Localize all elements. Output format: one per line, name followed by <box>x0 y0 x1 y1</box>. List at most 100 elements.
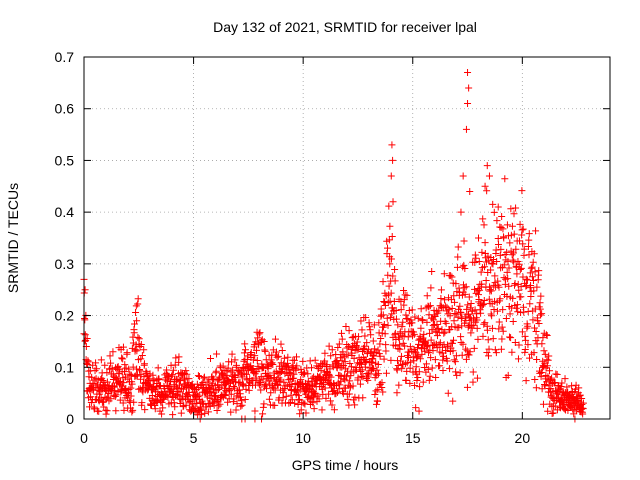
x-tick-label: 0 <box>80 430 88 446</box>
data-point <box>297 406 305 414</box>
data-point <box>251 352 259 360</box>
data-point <box>148 391 156 399</box>
data-point <box>509 256 517 264</box>
data-point <box>382 369 390 377</box>
data-point <box>291 399 299 407</box>
data-point <box>532 327 540 335</box>
data-point <box>189 400 197 408</box>
data-point <box>358 326 366 334</box>
data-point <box>564 407 572 415</box>
data-point <box>83 334 91 342</box>
data-point <box>525 251 533 259</box>
data-point <box>127 384 135 392</box>
data-point <box>387 356 395 364</box>
data-point <box>546 367 554 375</box>
data-point <box>241 346 249 354</box>
data-point <box>475 234 482 242</box>
data-point <box>243 356 251 364</box>
data-point <box>529 258 537 266</box>
data-point <box>541 350 549 358</box>
data-point <box>119 355 127 363</box>
data-point <box>288 363 296 371</box>
data-point <box>402 377 410 385</box>
data-point <box>551 402 559 410</box>
data-point <box>200 373 208 381</box>
data-point <box>379 278 387 286</box>
data-point <box>414 314 422 322</box>
data-point <box>261 346 269 354</box>
data-point <box>82 336 90 344</box>
data-point <box>274 381 282 389</box>
data-point <box>520 308 528 316</box>
data-point <box>451 309 459 317</box>
data-point <box>470 344 478 352</box>
data-point <box>349 382 357 390</box>
data-point <box>346 359 354 367</box>
data-point <box>488 312 496 320</box>
data-point <box>377 334 385 342</box>
data-point <box>531 268 539 276</box>
data-point <box>440 270 448 278</box>
data-point <box>265 395 273 403</box>
data-point <box>518 226 526 234</box>
data-point <box>473 374 481 382</box>
data-point <box>524 242 532 250</box>
data-point <box>484 336 492 344</box>
data-point <box>489 200 497 208</box>
data-point <box>290 370 298 378</box>
data-point <box>195 392 203 400</box>
data-point <box>128 408 136 416</box>
data-point <box>488 324 496 332</box>
data-point <box>493 217 501 225</box>
data-point <box>318 385 326 393</box>
data-point <box>384 244 392 252</box>
data-point <box>578 394 586 402</box>
data-point <box>343 344 351 352</box>
data-point <box>266 371 274 379</box>
data-point <box>476 306 484 314</box>
data-point <box>526 269 534 277</box>
data-point <box>385 236 393 244</box>
data-point <box>447 272 455 280</box>
data-point <box>342 322 350 330</box>
chart-title: Day 132 of 2021, SRMTID for receiver lpa… <box>213 19 477 35</box>
data-point <box>497 264 505 272</box>
data-point <box>433 332 441 340</box>
data-point <box>494 235 502 243</box>
data-point <box>107 395 115 403</box>
data-point <box>361 332 369 340</box>
data-point <box>397 352 405 360</box>
data-point <box>383 314 391 322</box>
data-point <box>393 366 401 374</box>
data-point <box>304 370 312 378</box>
data-point <box>354 345 362 353</box>
data-point <box>227 408 235 416</box>
data-point <box>487 266 495 274</box>
data-point <box>400 301 408 309</box>
data-point <box>449 347 457 355</box>
data-point <box>450 356 458 364</box>
data-point <box>102 410 110 418</box>
data-point <box>520 245 528 253</box>
data-point <box>182 367 190 375</box>
data-point <box>531 324 539 332</box>
data-point <box>485 172 493 180</box>
data-point <box>421 347 429 355</box>
data-point <box>299 357 307 365</box>
data-point <box>414 374 422 382</box>
data-point <box>521 346 529 354</box>
data-point <box>211 392 219 400</box>
data-point <box>235 379 243 387</box>
data-point <box>185 375 193 383</box>
data-point <box>538 310 546 318</box>
data-point <box>480 221 488 229</box>
data-point <box>459 172 467 180</box>
data-point <box>524 322 532 330</box>
data-point <box>170 399 178 407</box>
data-point <box>179 403 187 411</box>
data-point <box>423 343 431 351</box>
data-point <box>129 406 137 414</box>
data-point <box>477 268 485 276</box>
data-point <box>428 268 436 276</box>
data-point <box>421 363 429 371</box>
